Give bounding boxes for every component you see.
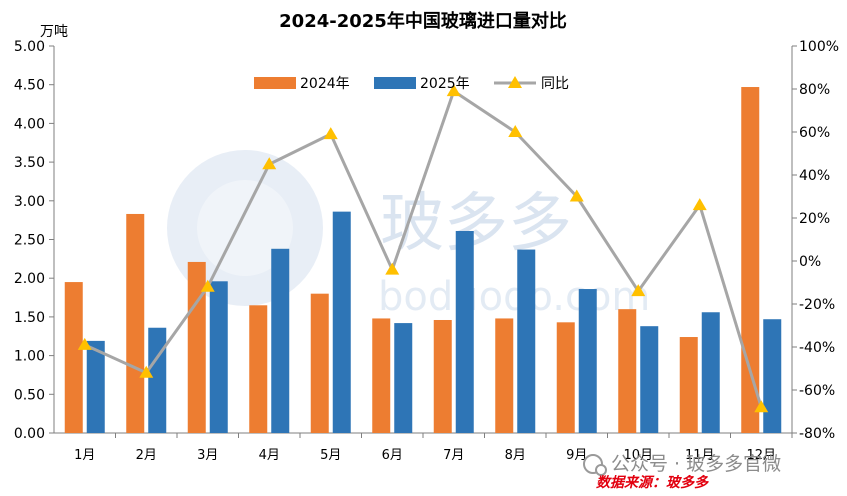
category-label: 9月 [566,448,587,463]
category-label: 10月 [623,448,653,463]
left-tick-label: 0.00 [14,426,45,442]
bar-2025 [578,289,597,433]
bar-2024 [741,87,760,433]
left-tick-label: 0.50 [14,387,45,403]
chart-title: 2024-2025年中国玻璃进口量对比 [279,10,567,32]
right-tick-label: -40% [799,340,835,356]
left-tick-label: 1.00 [14,349,45,365]
wechat-label: 公众号 · 玻多多官微 [611,453,781,475]
bar-2024 [126,213,145,433]
bar-2024 [372,318,391,433]
bar-2025 [517,249,536,433]
bar-2025 [148,327,167,433]
bar-2024 [495,318,514,433]
watermark-text: 玻多多 [380,187,572,261]
legend-label-yoy: 同比 [541,76,569,92]
series-2025-bars [86,211,782,433]
right-axis-ticks: -80% -60% -40% -20% 0% 20% 40% 60% 80% 100% [792,39,839,442]
left-axis-unit: 万吨 [40,24,68,40]
yoy-point [754,400,769,413]
bar-2024 [679,337,698,433]
bar-2024 [618,309,637,433]
category-label: 3月 [197,448,218,463]
right-tick-label: 100% [799,39,839,55]
wechat-icon-dot [595,464,607,476]
category-label: 12月 [746,448,776,463]
wechat-icon [583,454,603,474]
category-label: 7月 [443,448,464,463]
series-yoy-line [77,84,769,413]
yoy-point [446,84,461,97]
bar-2025 [209,281,228,433]
category-label: 11月 [685,448,715,463]
bar-2025 [332,211,351,433]
right-tick-label: 60% [799,125,830,141]
bar-2025 [86,340,105,433]
legend-swatch-2025 [374,77,416,89]
bar-2025 [394,323,413,433]
category-label: 1月 [74,448,95,463]
left-tick-label: 5.00 [14,39,45,55]
yoy-point [200,279,215,292]
category-label: 2月 [136,448,157,463]
bar-2024 [556,322,575,433]
bar-2025 [271,248,290,433]
bar-2024 [187,261,206,433]
left-tick-label: 1.50 [14,310,45,326]
category-label: 6月 [382,448,403,463]
yoy-point [77,337,92,350]
data-source-label: 数据来源：玻多多 [596,474,709,491]
watermark: 玻多多 boduodo.com [167,150,650,320]
bar-2024 [64,282,83,433]
bar-2024 [433,319,452,433]
left-tick-label: 2.50 [14,233,45,249]
legend: 2024年 2025年 同比 [254,76,569,92]
yoy-point [569,189,584,202]
right-tick-label: -60% [799,383,835,399]
left-axis-ticks: 0.00 0.50 1.00 1.50 2.00 2.50 3.00 3.50 4.00 4.50… [14,39,54,442]
right-tick-label: -80% [799,426,835,442]
yoy-point [692,198,707,211]
left-tick-label: 3.00 [14,194,45,210]
bar-2025 [640,326,659,433]
legend-label-2025: 2025年 [420,76,470,92]
category-label: 8月 [505,448,526,463]
right-tick-label: 40% [799,168,830,184]
category-label: 4月 [259,448,280,463]
right-tick-label: -20% [799,297,835,313]
yoy-point [139,365,154,378]
wechat-badge: 公众号 · 玻多多官微 [583,453,781,476]
yoy-point [508,125,523,137]
bar-2025 [455,230,474,433]
right-tick-label: 0% [799,254,821,270]
watermark-subtext: boduodo.com [378,274,650,320]
yoy-point [631,284,646,297]
right-tick-label: 20% [799,211,830,227]
bar-2024 [249,305,268,433]
yoy-point [262,157,277,170]
bar-2025 [701,312,720,433]
left-tick-label: 4.50 [14,78,45,94]
yoy-point [385,262,400,275]
series-2024-bars [64,87,760,433]
watermark-logo-inner [197,180,293,276]
bar-2025 [763,319,782,433]
category-label: 5月 [320,448,341,463]
legend-label-2024: 2024年 [300,76,350,92]
yoy-polyline [84,89,763,408]
yoy-point [323,127,338,140]
legend-swatch-2024 [254,77,296,89]
legend-swatch-yoy-marker [508,76,522,88]
bar-2024 [310,293,329,433]
left-tick-label: 3.50 [14,155,45,171]
left-tick-label: 4.00 [14,116,45,132]
category-labels: 1月 2月 3月 4月 5月 6月 7月 8月 9月 10月 11月 12月 [74,433,793,463]
right-tick-label: 80% [799,82,830,98]
left-tick-label: 2.00 [14,271,45,287]
